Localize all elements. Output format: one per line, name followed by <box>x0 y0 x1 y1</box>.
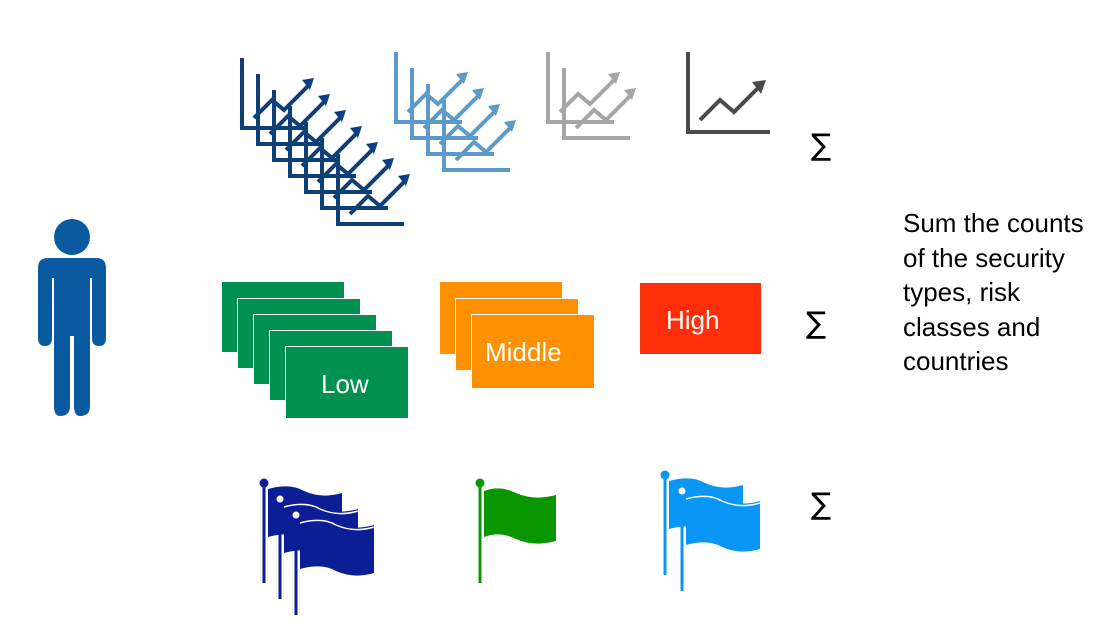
flag-icon <box>259 478 376 617</box>
line-chart-icon <box>686 50 772 134</box>
risk-class-middle-card <box>472 314 594 388</box>
line-chart-icon <box>240 56 412 226</box>
sum-symbol-security-types: ∑ <box>811 128 832 163</box>
description-text: Sum the counts of the security types, ri… <box>903 208 1084 376</box>
risk-class-low-stack: Low <box>222 282 410 422</box>
risk-class-low-card <box>286 346 408 418</box>
risk-class-middle-stack: Middle <box>440 282 596 390</box>
risk-class-middle-label: Middle <box>485 337 562 367</box>
sum-symbol-risk-classes: ∑ <box>806 306 827 341</box>
security-types-group <box>230 40 790 230</box>
risk-class-high-card: High <box>640 283 761 354</box>
line-chart-icon <box>394 50 518 172</box>
countries-group <box>240 465 800 625</box>
risk-class-low-label: Low <box>321 369 369 399</box>
flag-icon <box>475 478 556 583</box>
flag-icon <box>660 470 762 593</box>
sum-symbol-countries: ∑ <box>811 487 832 522</box>
line-chart-icon <box>546 50 638 140</box>
risk-class-high-label: High <box>666 305 720 335</box>
person-icon <box>32 218 112 418</box>
